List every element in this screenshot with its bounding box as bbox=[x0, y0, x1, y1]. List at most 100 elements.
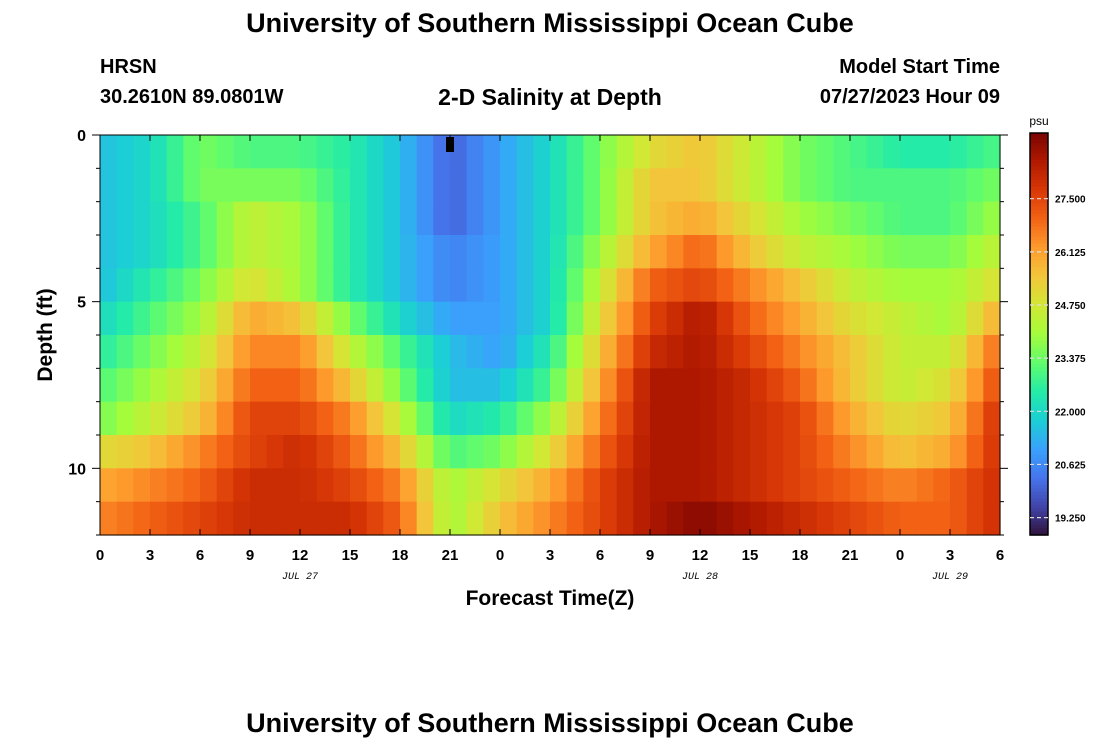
heatmap-cell bbox=[383, 235, 401, 269]
heatmap-cell bbox=[583, 168, 601, 203]
heatmap-cell bbox=[916, 468, 934, 503]
y-tick-label: 0 bbox=[77, 128, 86, 145]
heatmap-cell bbox=[133, 201, 151, 236]
heatmap-cell bbox=[700, 301, 718, 336]
heatmap-cell bbox=[833, 501, 851, 536]
heatmap-cell bbox=[366, 135, 384, 169]
heatmap-cell bbox=[900, 168, 918, 203]
heatmap-cell bbox=[800, 201, 818, 236]
colorbar-segment bbox=[1030, 213, 1048, 218]
heatmap-cell bbox=[700, 268, 718, 303]
heatmap-cell bbox=[233, 135, 251, 169]
heatmap-cell bbox=[116, 235, 134, 269]
heatmap-cell bbox=[550, 201, 568, 236]
colorbar-segment bbox=[1030, 457, 1048, 462]
heatmap-cells bbox=[100, 135, 1001, 536]
heatmap-cell bbox=[516, 135, 534, 169]
heatmap-cell bbox=[283, 201, 301, 236]
heatmap-cell bbox=[466, 235, 484, 269]
heatmap-cell bbox=[400, 335, 418, 369]
heatmap-cell bbox=[683, 501, 701, 536]
heatmap-cell bbox=[250, 135, 268, 169]
heatmap-cell bbox=[966, 401, 984, 436]
heatmap-cell bbox=[100, 468, 118, 503]
heatmap-cell bbox=[983, 201, 1001, 236]
heatmap-cell bbox=[700, 368, 718, 403]
heatmap-cell bbox=[300, 268, 318, 303]
heatmap-cell bbox=[116, 501, 134, 536]
heatmap-cell bbox=[466, 435, 484, 469]
heatmap-cell bbox=[133, 335, 151, 369]
heatmap-cell bbox=[233, 168, 251, 203]
colorbar-unit-label: psu bbox=[1029, 114, 1048, 128]
heatmap-cell bbox=[983, 168, 1001, 203]
heatmap-cell bbox=[583, 435, 601, 469]
heatmap-cell bbox=[566, 501, 584, 536]
heatmap-cell bbox=[483, 301, 501, 336]
heatmap-cell bbox=[866, 501, 884, 536]
colorbar-segment bbox=[1030, 179, 1048, 184]
heatmap-cell bbox=[500, 235, 518, 269]
heatmap-cell bbox=[383, 401, 401, 436]
heatmap-cell bbox=[416, 268, 434, 303]
heatmap-cell bbox=[433, 501, 451, 536]
heatmap-cell bbox=[900, 401, 918, 436]
heatmap-cell bbox=[850, 335, 868, 369]
heatmap-cell bbox=[683, 301, 701, 336]
heatmap-cell bbox=[833, 201, 851, 236]
colorbar-segment bbox=[1030, 193, 1048, 198]
heatmap-cell bbox=[800, 501, 818, 536]
heatmap-cell bbox=[283, 168, 301, 203]
heatmap-cell bbox=[800, 135, 818, 169]
heatmap-cell bbox=[483, 168, 501, 203]
heatmap-cell bbox=[583, 235, 601, 269]
heatmap-cell bbox=[516, 168, 534, 203]
heatmap-cell bbox=[466, 268, 484, 303]
heatmap-cell bbox=[800, 435, 818, 469]
heatmap-cell bbox=[666, 401, 684, 436]
heatmap-cell bbox=[716, 201, 734, 236]
heatmap-cell bbox=[250, 468, 268, 503]
heatmap-cell bbox=[850, 201, 868, 236]
heatmap-cell bbox=[533, 135, 551, 169]
heatmap-cell bbox=[433, 301, 451, 336]
heatmap-cell bbox=[133, 401, 151, 436]
colorbar-segment bbox=[1030, 303, 1048, 308]
heatmap-cell bbox=[733, 268, 751, 303]
heatmap-cell bbox=[116, 401, 134, 436]
heatmap-cell bbox=[550, 401, 568, 436]
heatmap-cell bbox=[600, 301, 618, 336]
heatmap-cell bbox=[583, 468, 601, 503]
heatmap-cell bbox=[516, 301, 534, 336]
x-tick-label: 0 bbox=[896, 547, 904, 564]
heatmap-cell bbox=[316, 268, 334, 303]
heatmap-cell bbox=[466, 335, 484, 369]
colorbar-segment bbox=[1030, 501, 1048, 506]
colorbar-segment bbox=[1030, 488, 1048, 493]
colorbar-segment bbox=[1030, 139, 1048, 144]
heatmap-cell bbox=[316, 201, 334, 236]
heatmap-cell bbox=[883, 368, 901, 403]
heatmap-cell bbox=[266, 168, 284, 203]
heatmap-cell bbox=[616, 435, 634, 469]
colorbar-segment bbox=[1030, 471, 1048, 476]
heatmap-cell bbox=[983, 301, 1001, 336]
heatmap-cell bbox=[566, 301, 584, 336]
heatmap-cell bbox=[533, 235, 551, 269]
heatmap-cell bbox=[600, 235, 618, 269]
heatmap-cell bbox=[350, 201, 368, 236]
heatmap-cell bbox=[900, 135, 918, 169]
colorbar-segment bbox=[1030, 230, 1048, 235]
heatmap-cell bbox=[783, 335, 801, 369]
heatmap-cell bbox=[816, 235, 834, 269]
heatmap-cell bbox=[850, 501, 868, 536]
heatmap-cell bbox=[833, 401, 851, 436]
heatmap-cell bbox=[700, 235, 718, 269]
heatmap-cell bbox=[666, 135, 684, 169]
heatmap-cell bbox=[450, 501, 468, 536]
heatmap-cell bbox=[800, 268, 818, 303]
colorbar-segment bbox=[1030, 149, 1048, 154]
colorbar-segment bbox=[1030, 210, 1048, 214]
heatmap-cell bbox=[916, 135, 934, 169]
heatmap-cell bbox=[166, 168, 184, 203]
